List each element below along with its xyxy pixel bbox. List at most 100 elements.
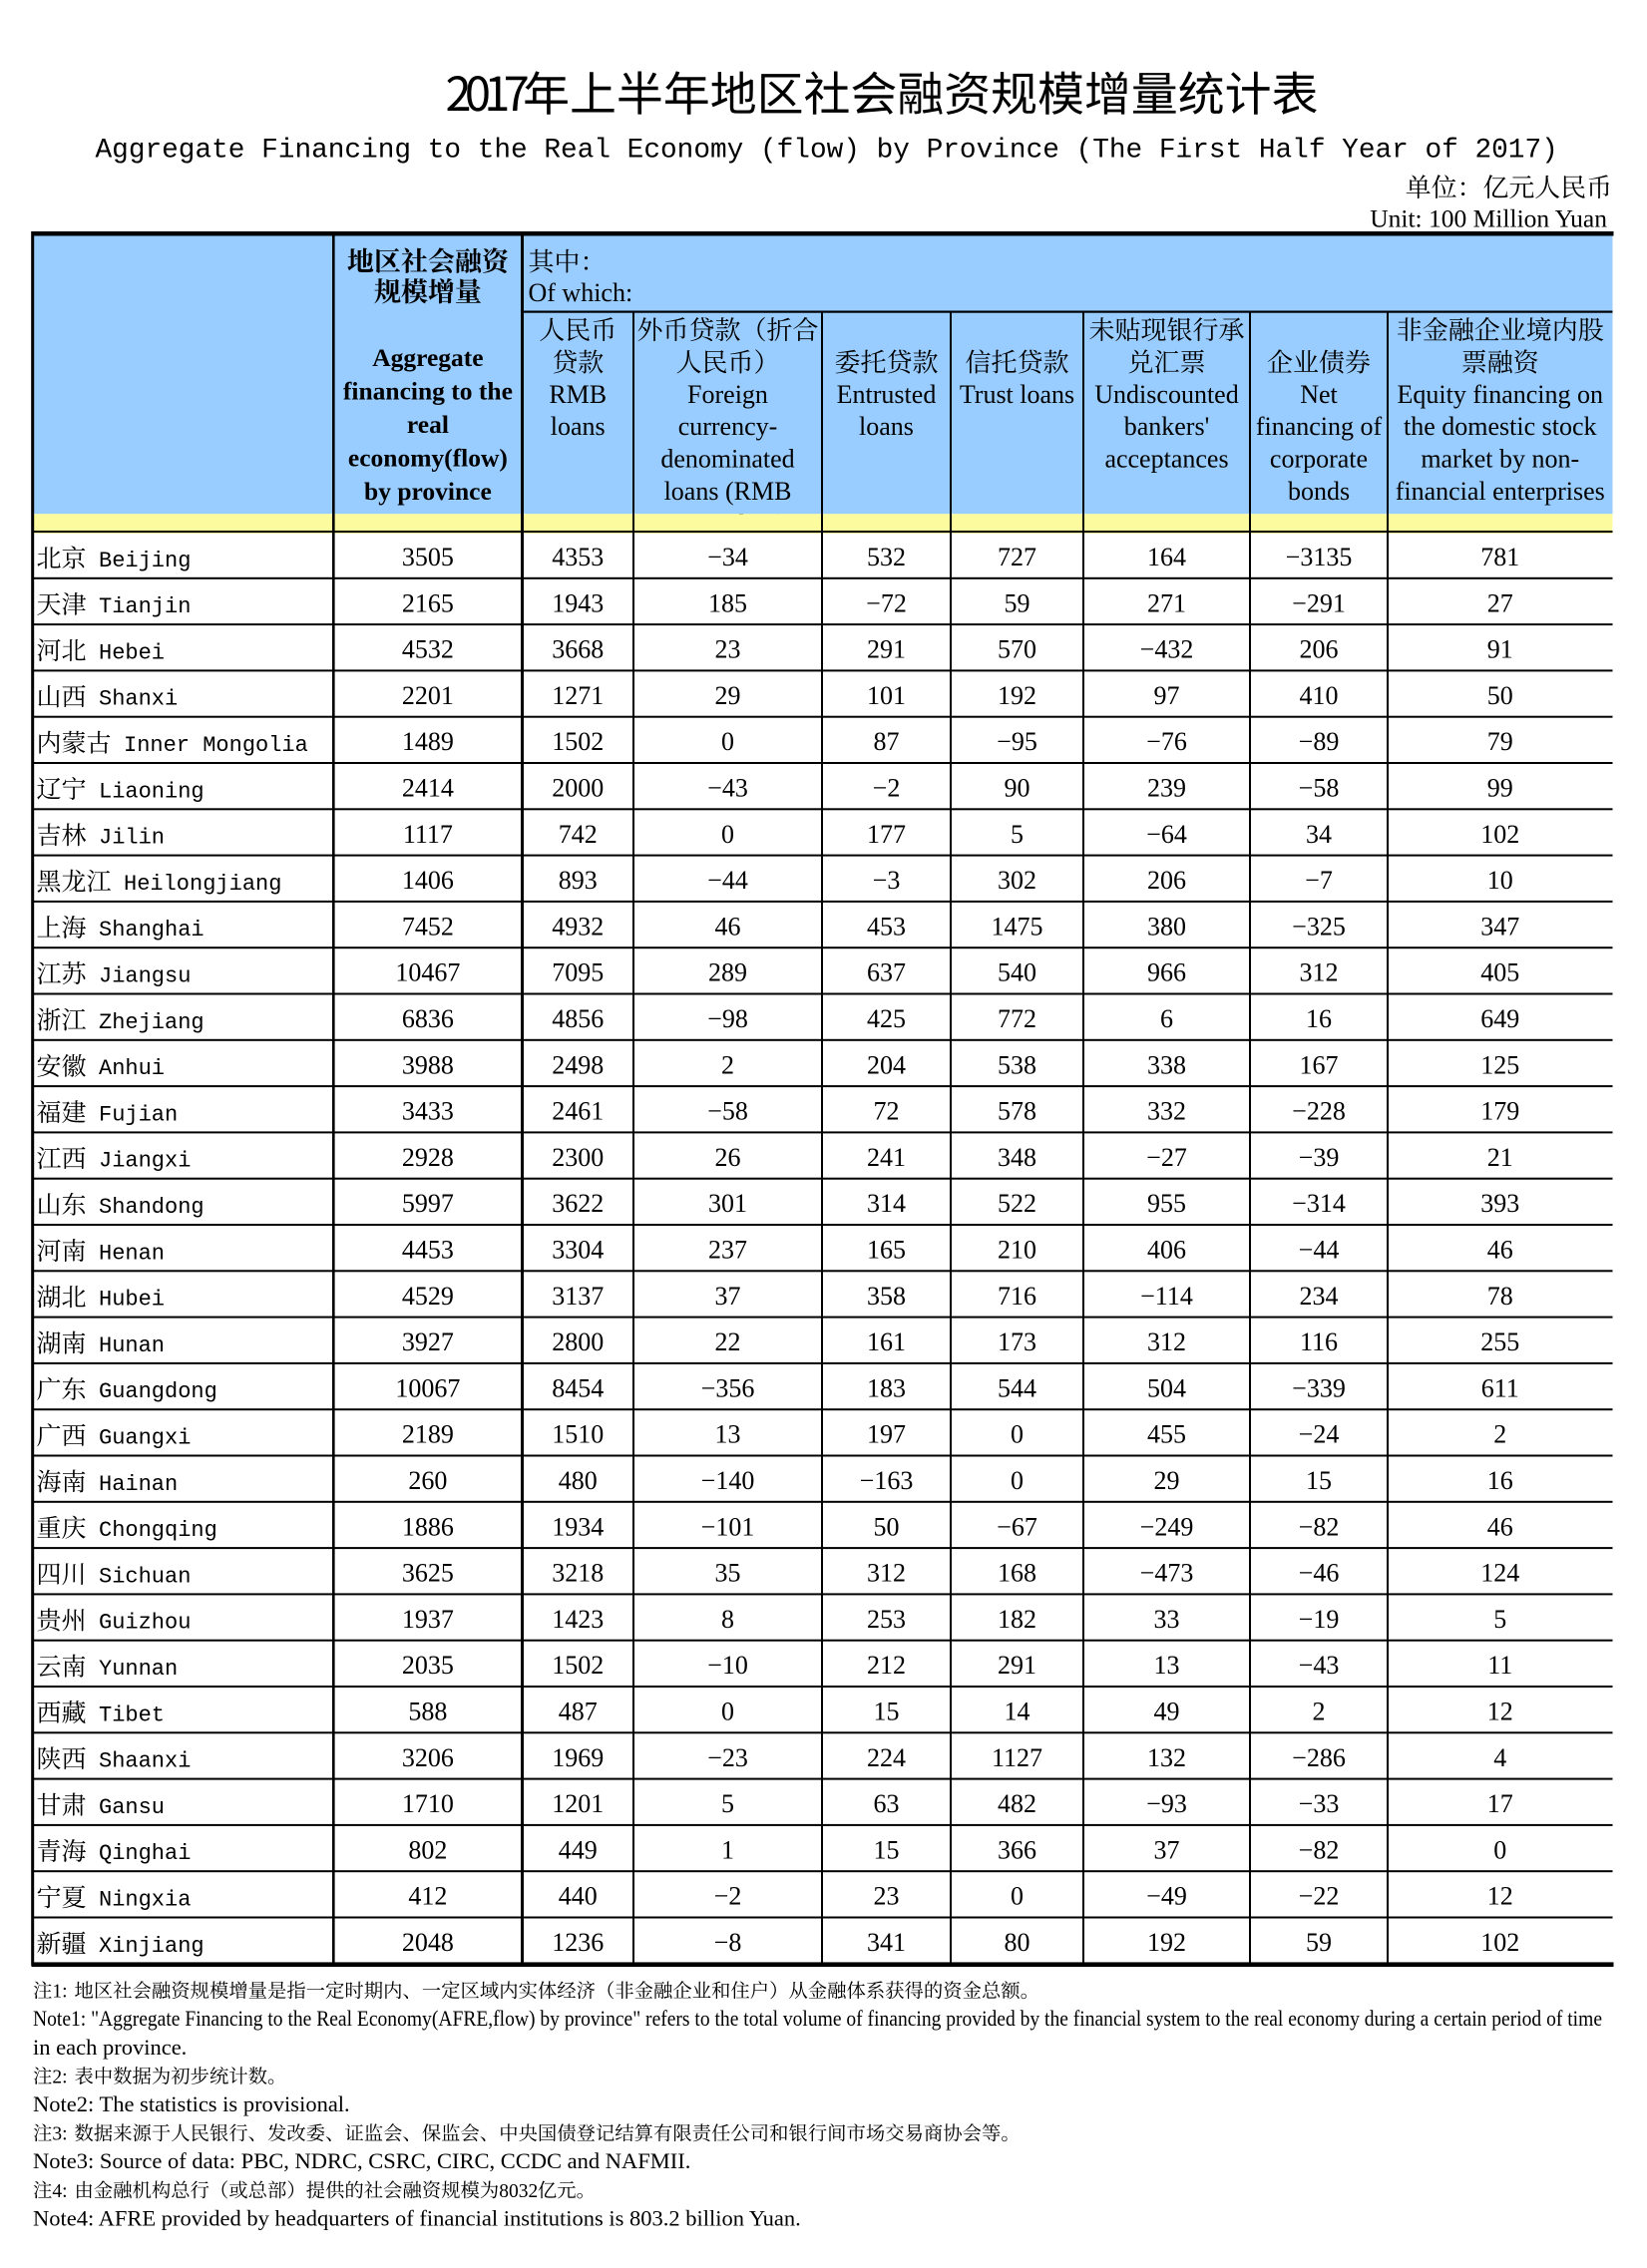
svg-text:10: 10 xyxy=(1487,866,1513,895)
svg-text:−89: −89 xyxy=(1299,727,1340,756)
svg-text:1886: 1886 xyxy=(402,1512,454,1541)
svg-text:271: 271 xyxy=(1147,588,1186,617)
svg-text:economy(flow): economy(flow) xyxy=(348,444,508,473)
svg-text:241: 241 xyxy=(867,1143,906,1172)
svg-text:loans: loans xyxy=(551,412,606,441)
svg-text:in each province.: in each province. xyxy=(33,2035,187,2060)
svg-text:727: 727 xyxy=(998,543,1036,571)
svg-text:611: 611 xyxy=(1481,1373,1519,1402)
svg-text:financial enterprises: financial enterprises xyxy=(1396,477,1605,506)
svg-text:183: 183 xyxy=(867,1373,906,1402)
svg-text:5: 5 xyxy=(1493,1605,1506,1634)
svg-text:255: 255 xyxy=(1480,1327,1519,1356)
svg-text:538: 538 xyxy=(998,1050,1036,1079)
svg-text:29: 29 xyxy=(715,681,741,710)
svg-text:46: 46 xyxy=(1487,1236,1513,1265)
svg-text:Of which:: Of which: xyxy=(529,278,633,307)
svg-text:Shaanxi: Shaanxi xyxy=(99,1749,191,1774)
svg-text:corporate: corporate xyxy=(1270,445,1368,474)
svg-text:197: 197 xyxy=(867,1420,906,1449)
svg-text:116: 116 xyxy=(1300,1327,1338,1356)
svg-text:Chongqing: Chongqing xyxy=(99,1518,217,1543)
svg-text:224: 224 xyxy=(867,1743,906,1772)
svg-text:29: 29 xyxy=(1154,1466,1180,1495)
svg-text:Ningxia: Ningxia xyxy=(99,1888,191,1913)
svg-text:234: 234 xyxy=(1300,1282,1339,1311)
svg-text:177: 177 xyxy=(867,820,906,849)
svg-text:164: 164 xyxy=(1147,543,1186,571)
svg-text:393: 393 xyxy=(1480,1189,1519,1218)
svg-text:955: 955 xyxy=(1147,1189,1186,1218)
svg-text:5997: 5997 xyxy=(402,1189,454,1218)
svg-text:34: 34 xyxy=(1306,820,1332,849)
svg-text:Shandong: Shandong xyxy=(99,1195,205,1220)
svg-text:4353: 4353 xyxy=(552,543,604,571)
svg-text:2048: 2048 xyxy=(402,1928,454,1957)
svg-text:7095: 7095 xyxy=(552,958,604,987)
svg-text:−82: −82 xyxy=(1299,1512,1340,1541)
svg-text:−8: −8 xyxy=(714,1928,742,1957)
svg-text:185: 185 xyxy=(708,588,747,617)
svg-text:22: 22 xyxy=(715,1327,741,1356)
svg-text:289: 289 xyxy=(708,958,747,987)
svg-text:3433: 3433 xyxy=(402,1097,454,1126)
svg-text:125: 125 xyxy=(1480,1050,1519,1079)
svg-text:−2: −2 xyxy=(714,1882,742,1911)
svg-text:3137: 3137 xyxy=(552,1282,604,1311)
svg-text:−325: −325 xyxy=(1292,912,1346,941)
svg-text:17: 17 xyxy=(1487,1789,1513,1818)
svg-text:market by non-: market by non- xyxy=(1421,445,1579,474)
svg-text:59: 59 xyxy=(1306,1928,1332,1957)
svg-text:Note2: The statistics is provi: Note2: The statistics is provisional. xyxy=(33,2091,350,2116)
svg-text:206: 206 xyxy=(1147,866,1186,895)
svg-text:11: 11 xyxy=(1487,1651,1512,1680)
svg-text:781: 781 xyxy=(1480,543,1519,571)
svg-text:Liaoning: Liaoning xyxy=(99,779,205,804)
svg-text:4:: 4: xyxy=(52,2181,67,2202)
svg-text:−64: −64 xyxy=(1146,820,1187,849)
svg-text:79: 79 xyxy=(1487,727,1513,756)
svg-text:−3: −3 xyxy=(873,866,901,895)
svg-text:1236: 1236 xyxy=(552,1928,604,1957)
svg-text:2: 2 xyxy=(1313,1698,1326,1726)
svg-text:742: 742 xyxy=(559,820,598,849)
svg-text:23: 23 xyxy=(874,1882,900,1911)
svg-text:−291: −291 xyxy=(1292,588,1346,617)
svg-text:−114: −114 xyxy=(1140,1282,1193,1311)
svg-text:Net: Net xyxy=(1300,380,1338,409)
svg-text:35: 35 xyxy=(715,1559,741,1588)
svg-text:966: 966 xyxy=(1147,958,1186,987)
svg-text:192: 192 xyxy=(998,681,1036,710)
svg-text:5: 5 xyxy=(721,1789,734,1818)
svg-text:−49: −49 xyxy=(1146,1882,1187,1911)
svg-text:167: 167 xyxy=(1300,1050,1339,1079)
svg-text:1117: 1117 xyxy=(403,820,453,849)
svg-text:equivalent): equivalent) xyxy=(669,509,786,538)
svg-text:312: 312 xyxy=(867,1559,906,1588)
svg-text:4856: 4856 xyxy=(552,1004,604,1033)
svg-text:2928: 2928 xyxy=(402,1143,454,1172)
svg-text:72: 72 xyxy=(874,1097,900,1126)
svg-text:90: 90 xyxy=(1005,774,1030,803)
svg-text:by province: by province xyxy=(364,477,492,506)
svg-text:2:: 2: xyxy=(52,2067,67,2087)
svg-text:27: 27 xyxy=(1487,588,1513,617)
svg-text:588: 588 xyxy=(408,1698,447,1726)
svg-text:−39: −39 xyxy=(1299,1143,1340,1172)
svg-text:Yunnan: Yunnan xyxy=(99,1657,178,1682)
svg-text:341: 341 xyxy=(867,1928,906,1957)
svg-text:−228: −228 xyxy=(1292,1097,1346,1126)
svg-text:0: 0 xyxy=(721,820,734,849)
svg-text:453: 453 xyxy=(867,912,906,941)
svg-text:Hainan: Hainan xyxy=(99,1472,178,1497)
svg-text:Inner Mongolia: Inner Mongolia xyxy=(124,733,308,758)
svg-text:Heilongjiang: Heilongjiang xyxy=(124,872,281,897)
svg-text:−19: −19 xyxy=(1299,1605,1340,1634)
svg-text:366: 366 xyxy=(998,1835,1036,1864)
svg-text:1510: 1510 xyxy=(552,1420,604,1449)
svg-text:2300: 2300 xyxy=(552,1143,604,1172)
svg-text:102: 102 xyxy=(1480,1928,1519,1957)
svg-text:10467: 10467 xyxy=(395,958,460,987)
svg-text:210: 210 xyxy=(998,1236,1036,1265)
svg-text:570: 570 xyxy=(998,635,1036,664)
